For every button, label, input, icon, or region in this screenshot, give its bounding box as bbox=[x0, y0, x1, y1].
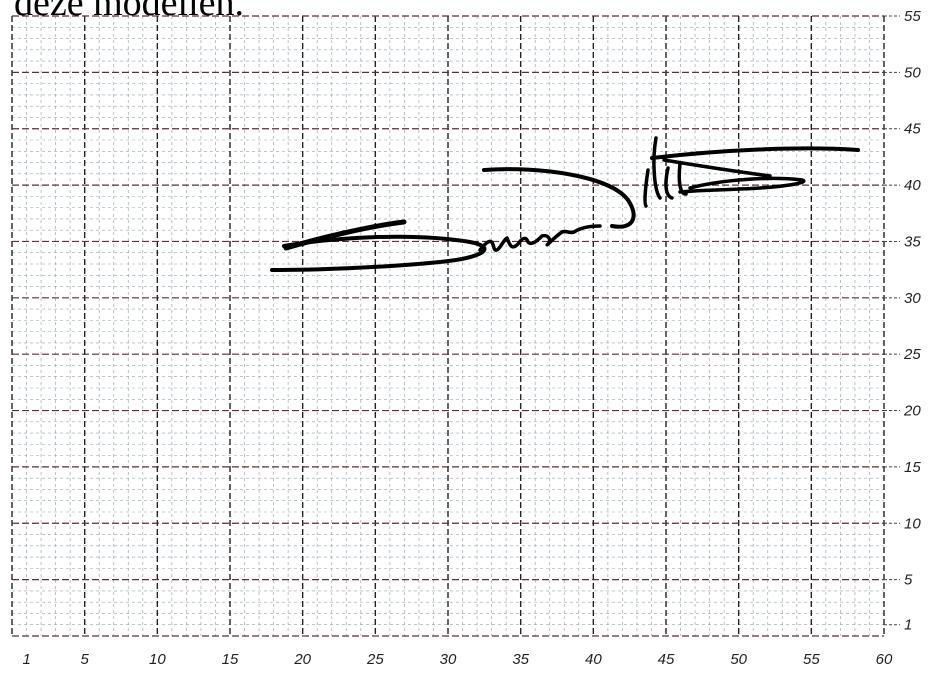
y-tick-label: 55 bbox=[904, 8, 921, 25]
y-tick-label: 1 bbox=[904, 617, 912, 634]
signature-stroke-letters bbox=[478, 224, 602, 252]
x-tick-label: 35 bbox=[512, 651, 529, 668]
y-tick-label: 20 bbox=[903, 403, 921, 420]
y-tick-label: 25 bbox=[903, 346, 921, 363]
x-tick-label: 45 bbox=[658, 651, 675, 668]
signature-stroke-swoop bbox=[482, 167, 636, 229]
y-tick-label: 15 bbox=[904, 459, 921, 476]
signature-stroke-crossbar bbox=[650, 146, 860, 160]
y-tick-label: 40 bbox=[904, 177, 921, 194]
x-tick-label: 55 bbox=[803, 651, 820, 668]
major-gridlines bbox=[11, 15, 885, 637]
y-tick-label: 35 bbox=[904, 233, 921, 250]
x-tick-label: 60 bbox=[876, 651, 893, 668]
x-tick-label: 20 bbox=[293, 651, 311, 668]
y-tick-label: 5 bbox=[904, 572, 913, 589]
x-tick-label: 10 bbox=[149, 651, 166, 668]
y-tick-label: 10 bbox=[904, 515, 921, 532]
handwritten-signature bbox=[270, 136, 860, 272]
y-tick-label: 50 bbox=[904, 64, 921, 81]
x-tick-label: 5 bbox=[80, 651, 89, 668]
x-tick-label: 50 bbox=[730, 651, 747, 668]
signature-stroke-ascenders bbox=[643, 136, 688, 208]
signature-stroke-initial bbox=[270, 234, 487, 272]
y-tick-label: 45 bbox=[904, 121, 921, 138]
x-axis-labels: 1 5 10 15 20 25 30 35 40 45 50 55 60 bbox=[23, 651, 893, 668]
x-tick-label: 15 bbox=[222, 651, 239, 668]
x-tick-label: 25 bbox=[366, 651, 384, 668]
x-tick-label: 40 bbox=[585, 651, 602, 668]
x-tick-label: 1 bbox=[23, 651, 31, 668]
y-axis-labels: 55 50 45 40 35 30 25 20 15 10 5 1 bbox=[884, 8, 921, 634]
y-tick-label: 30 bbox=[904, 290, 921, 307]
x-tick-label: 30 bbox=[440, 651, 457, 668]
signature-stroke-tail bbox=[662, 158, 806, 194]
